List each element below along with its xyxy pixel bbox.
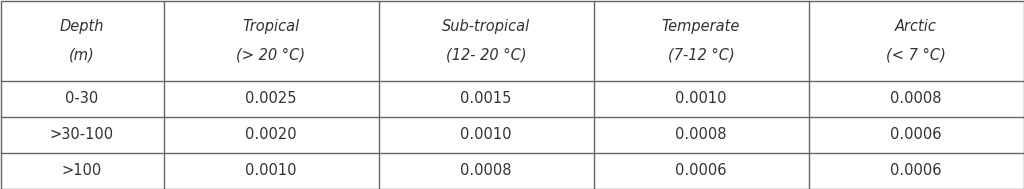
Text: 0.0006: 0.0006	[675, 163, 727, 178]
Text: 0.0006: 0.0006	[890, 163, 942, 178]
Text: 0.0008: 0.0008	[675, 127, 727, 142]
Text: Tropical: Tropical	[243, 19, 300, 34]
Text: 0.0006: 0.0006	[890, 127, 942, 142]
Text: (< 7 °C): (< 7 °C)	[886, 47, 946, 62]
Text: 0.0020: 0.0020	[245, 127, 297, 142]
Text: 0.0015: 0.0015	[461, 91, 512, 106]
Text: 0.0010: 0.0010	[246, 163, 297, 178]
Text: 0.0010: 0.0010	[460, 127, 512, 142]
Text: (7-12 °C): (7-12 °C)	[668, 47, 734, 62]
Text: Temperate: Temperate	[662, 19, 740, 34]
Text: 0.0025: 0.0025	[246, 91, 297, 106]
Text: >30-100: >30-100	[50, 127, 114, 142]
Text: (> 20 °C): (> 20 °C)	[237, 47, 305, 62]
Text: 0.0008: 0.0008	[890, 91, 942, 106]
Text: 0.0008: 0.0008	[460, 163, 512, 178]
Text: 0-30: 0-30	[66, 91, 98, 106]
Text: (12- 20 °C): (12- 20 °C)	[445, 47, 526, 62]
Text: >100: >100	[61, 163, 102, 178]
Text: Arctic: Arctic	[895, 19, 937, 34]
Text: (m): (m)	[70, 47, 95, 62]
Text: Depth: Depth	[59, 19, 104, 34]
Text: Sub-tropical: Sub-tropical	[442, 19, 530, 34]
Text: 0.0010: 0.0010	[675, 91, 727, 106]
